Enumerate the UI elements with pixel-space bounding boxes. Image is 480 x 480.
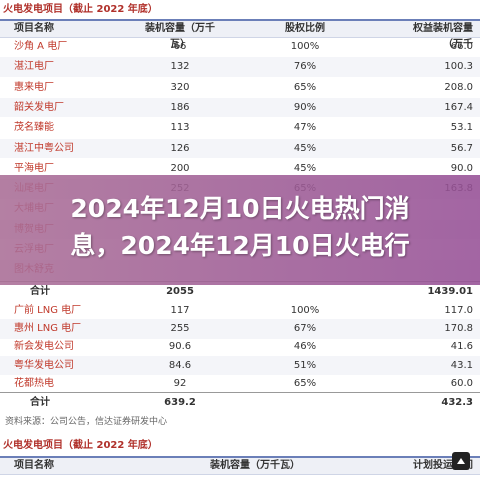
cell-project-name: 韶关发电厂 xyxy=(14,101,64,113)
cell-equity-ratio: 46% xyxy=(293,341,317,353)
cell-equity-capacity: 100.3 xyxy=(444,61,473,73)
cell-equity-capacity: 41.6 xyxy=(450,341,473,353)
cell-equity-capacity: 90.0 xyxy=(450,162,473,174)
table-row: 惠州 LNG 电厂 255 67% 170.8 xyxy=(0,319,480,339)
cell-capacity: 92 xyxy=(173,377,187,389)
table1-title: 火电发电项目（截止 2022 年底） xyxy=(3,4,158,15)
cell-equity-capacity: 53.1 xyxy=(450,122,473,134)
table-row: 广前 LNG 电厂 117 100% 117.0 xyxy=(0,301,480,321)
table-row: 茂名臻能 113 47% 53.1 xyxy=(0,118,480,138)
cell-project-name: 茂名臻能 xyxy=(14,122,54,134)
total-capacity: 2055 xyxy=(166,286,194,297)
cell-equity-capacity: 208.0 xyxy=(444,81,473,93)
cell-equity-capacity: 167.4 xyxy=(444,101,473,113)
headline-title[interactable]: 2024年12月10日火电热门消 息，2024年12月10日火电行 xyxy=(0,190,480,264)
col-project-name: 项目名称 xyxy=(14,23,54,34)
table-row: 花都热电 92 65% 60.0 xyxy=(0,374,480,394)
cell-equity-ratio: 100% xyxy=(290,41,320,52)
cell-equity-ratio: 47% xyxy=(293,122,317,134)
headline-banner xyxy=(0,175,480,285)
table3-header: 项目名称 装机容量（万千瓦） 计划投运时间 xyxy=(0,456,480,475)
col-capacity: 装机容量（万千瓦） xyxy=(145,23,215,50)
scroll-to-top-button[interactable] xyxy=(452,452,470,470)
cell-equity-ratio: 65% xyxy=(293,377,317,389)
table-row: 韶关发电厂 186 90% 167.4 xyxy=(0,97,480,118)
table3-title: 火电发电项目（截止 2022 年底） xyxy=(3,440,158,451)
source-note: 资料来源：公司公告，信达证券研发中心 xyxy=(5,417,168,427)
cell-equity-ratio: 76% xyxy=(293,61,317,73)
cell-equity-ratio: 45% xyxy=(293,142,317,154)
cell-equity-capacity: 170.8 xyxy=(444,323,473,335)
cell-capacity: 186 xyxy=(170,101,190,113)
col-equity-capacity: 权益装机容量（万千 xyxy=(413,23,473,50)
cell-project-name: 湛江电厂 xyxy=(14,61,54,73)
cell-project-name: 新会发电公司 xyxy=(14,341,74,353)
cell-equity-ratio: 90% xyxy=(293,101,317,113)
table-row: 湛江中粤公司 126 45% 56.7 xyxy=(0,138,480,158)
cell-equity-ratio: 51% xyxy=(293,359,317,371)
cell-project-name: 花都热电 xyxy=(14,377,54,389)
cell-project-name: 湛江中粤公司 xyxy=(14,142,74,154)
cell-equity-ratio: 100% xyxy=(290,305,320,316)
cell-capacity: 90.6 xyxy=(168,341,192,353)
table-row: 平海电厂 200 45% 90.0 xyxy=(0,159,480,179)
table-row: 沙角 A 电厂 66 100% 66.0 xyxy=(0,37,480,57)
table1-header: 项目名称 装机容量（万千瓦） 股权比例 权益装机容量（万千 xyxy=(0,19,480,50)
cell-equity-capacity: 60.0 xyxy=(450,377,473,389)
cell-capacity: 200 xyxy=(170,162,190,174)
cell-capacity: 255 xyxy=(170,323,190,335)
cell-equity-capacity: 56.7 xyxy=(450,142,473,154)
cell-project-name: 平海电厂 xyxy=(14,162,54,174)
cell-capacity: 66 xyxy=(173,41,187,52)
cell-capacity: 84.6 xyxy=(168,359,192,371)
cell-capacity: 132 xyxy=(170,61,190,73)
cell-project-name: 惠州 LNG 电厂 xyxy=(14,323,82,335)
table-row: 湛江电厂 132 76% 100.3 xyxy=(0,57,480,77)
headline-line-2: 息，2024年12月10日火电行 xyxy=(70,231,410,260)
cell-equity-capacity: 66.0 xyxy=(450,41,473,52)
total-equity: 432.3 xyxy=(441,397,473,408)
cell-capacity: 113 xyxy=(170,122,190,134)
total-equity: 1439.01 xyxy=(427,286,473,297)
cell-project-name: 粤华发电公司 xyxy=(14,359,74,371)
cell-project-name: 沙角 A 电厂 xyxy=(14,41,68,52)
table-row: 新会发电公司 90.6 46% 41.6 xyxy=(0,337,480,357)
cell-capacity: 117 xyxy=(170,305,190,316)
table-row: 粤华发电公司 84.6 51% 43.1 xyxy=(0,355,480,376)
cell-equity-capacity: 117.0 xyxy=(444,305,473,316)
total-label: 合计 xyxy=(30,286,50,297)
table2-total-row: 合计 639.2 432.3 xyxy=(0,392,480,412)
table-row: 惠来电厂 320 65% 208.0 xyxy=(0,78,480,98)
cell-capacity: 126 xyxy=(170,142,190,154)
headline-line-1: 2024年12月10日火电热门消 xyxy=(70,194,410,223)
total-label: 合计 xyxy=(30,397,50,408)
cell-equity-capacity: 43.1 xyxy=(450,359,473,371)
cell-capacity: 320 xyxy=(170,81,190,93)
col-capacity: 装机容量（万千瓦） xyxy=(210,460,300,471)
cell-equity-ratio: 65% xyxy=(293,81,317,93)
cell-equity-ratio: 45% xyxy=(293,162,317,174)
total-capacity: 639.2 xyxy=(164,397,196,408)
cell-project-name: 惠来电厂 xyxy=(14,81,54,93)
col-planned-date: 计划投运时间 xyxy=(413,460,473,471)
cell-equity-ratio: 67% xyxy=(293,323,317,335)
col-equity-ratio: 股权比例 xyxy=(285,23,325,34)
cell-project-name: 广前 LNG 电厂 xyxy=(14,305,82,316)
col-project-name: 项目名称 xyxy=(14,460,54,471)
